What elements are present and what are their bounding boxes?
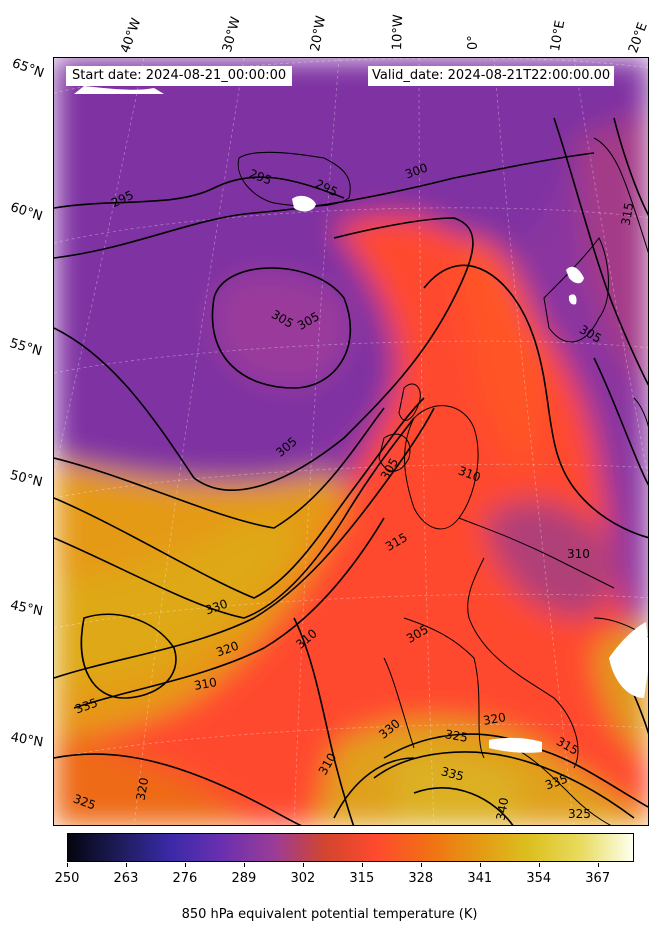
latitude-label: 50°N bbox=[8, 468, 44, 491]
map-svg bbox=[54, 58, 648, 825]
colorbar-tick bbox=[597, 863, 599, 867]
start-date-label: Start date: 2024-08-21_00:00:00 bbox=[66, 66, 293, 86]
colorbar-tick-label: 341 bbox=[467, 871, 493, 886]
longitude-label: 0° bbox=[466, 35, 481, 50]
contour-lines bbox=[54, 117, 648, 825]
longitude-label: 30°W bbox=[220, 15, 244, 54]
longitude-label: 20°W bbox=[308, 14, 330, 53]
latitude-label: 60°N bbox=[8, 200, 45, 225]
latitude-label: 45°N bbox=[8, 598, 45, 620]
colorbar-tick-label: 302 bbox=[290, 871, 316, 886]
valid-date-label: Valid_date: 2024-08-21T22:00:00.00 bbox=[368, 66, 615, 86]
colorbar-tick bbox=[243, 863, 245, 867]
colorbar-tick bbox=[479, 863, 481, 867]
colorbar-tick bbox=[184, 863, 186, 867]
longitude-label: 20°E bbox=[626, 20, 651, 56]
colorbar-tick bbox=[538, 863, 540, 867]
longitude-label: 10°W bbox=[390, 14, 407, 51]
colorbar-tick bbox=[67, 863, 68, 867]
colorbar-title: 850 hPa equivalent potential temperature… bbox=[181, 907, 478, 922]
longitude-label: 10°E bbox=[548, 19, 569, 53]
latitude-label: 65°N bbox=[9, 56, 46, 82]
latitude-label: 40°N bbox=[9, 730, 45, 751]
colorbar-tick bbox=[302, 863, 304, 867]
colorbar-tick-label: 289 bbox=[231, 871, 257, 886]
colorbar-tick-label: 367 bbox=[585, 871, 611, 886]
colorbar-tick-label: 276 bbox=[172, 871, 198, 886]
colorbar-tick-label: 263 bbox=[113, 871, 139, 886]
colorbar-tick-label: 328 bbox=[408, 871, 434, 886]
longitude-label: 40°W bbox=[118, 16, 145, 56]
colorbar-tick bbox=[420, 863, 422, 867]
colorbar-tick bbox=[361, 863, 363, 867]
theta-e-field bbox=[54, 58, 648, 825]
colorbar bbox=[67, 833, 634, 862]
colorbar-tick-label: 315 bbox=[349, 871, 375, 886]
missing-data-patches bbox=[74, 86, 648, 753]
colorbar-tick-label: 354 bbox=[526, 871, 552, 886]
latitude-label: 55°N bbox=[7, 336, 44, 360]
colorbar-tick-label: 250 bbox=[54, 871, 80, 886]
map-panel bbox=[53, 57, 649, 826]
colorbar-tick bbox=[125, 863, 127, 867]
